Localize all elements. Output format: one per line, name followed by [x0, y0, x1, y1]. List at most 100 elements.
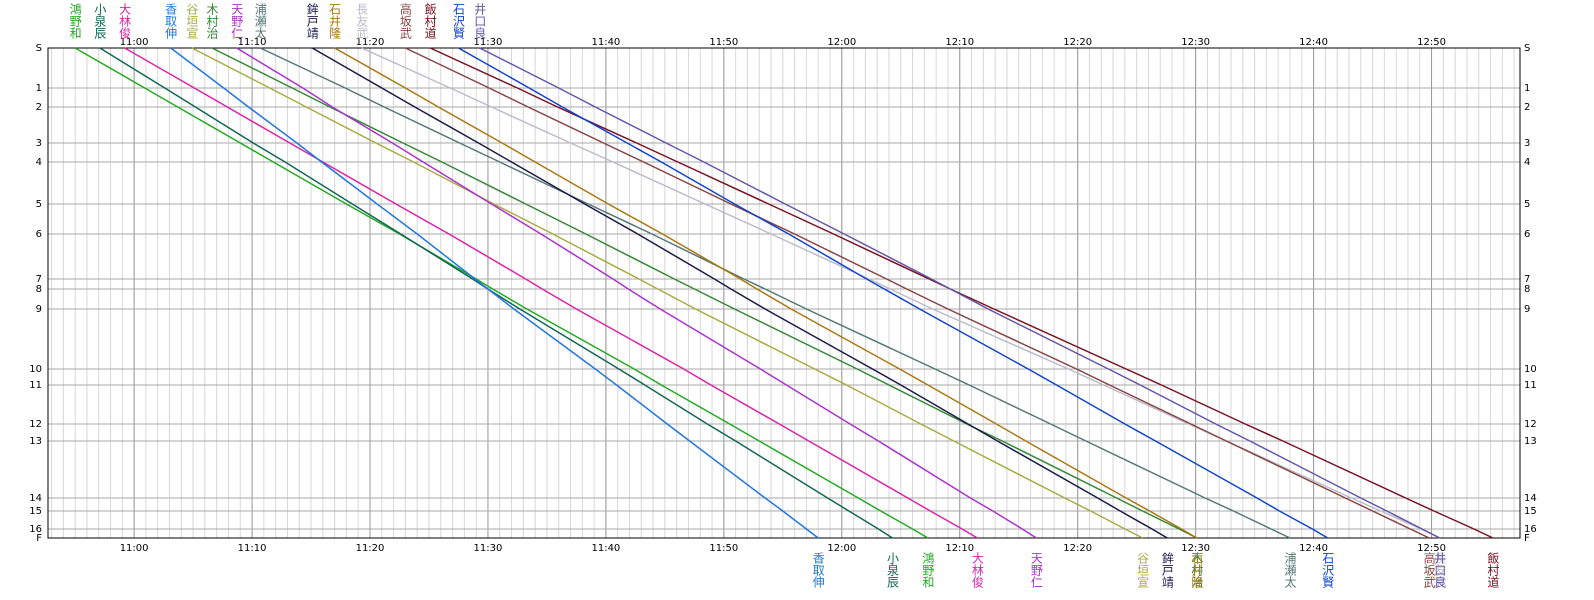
- y-tick-label: S: [36, 43, 42, 54]
- runner-label: 飯村道: [423, 3, 438, 39]
- runner-label: 石沢賢: [451, 3, 466, 39]
- y-tick-label: 13: [29, 436, 42, 447]
- y-tick-label: 5: [1524, 199, 1530, 210]
- x-tick-label: 11:20: [356, 37, 385, 48]
- runner-line: [124, 47, 978, 539]
- y-tick-label: 15: [29, 506, 42, 517]
- x-tick-label: 12:00: [827, 37, 856, 48]
- runner-label: 木村治: [204, 3, 219, 39]
- y-tick-label: 2: [1524, 102, 1530, 113]
- plot-frame: [47, 47, 1521, 539]
- y-tick-label: F: [36, 533, 42, 544]
- x-tick-label: 11:10: [238, 37, 267, 48]
- y-tick-label: 7: [36, 274, 42, 285]
- runner-line: [458, 47, 1329, 539]
- runner-label: 鉾戸靖: [1160, 552, 1175, 588]
- x-tick-label: 12:40: [1299, 543, 1328, 554]
- y-tick-label: 15: [1524, 506, 1537, 517]
- runner-label: 大林俊: [970, 552, 985, 588]
- x-tick-label: 11:50: [709, 37, 738, 48]
- y-tick-label: F: [1524, 533, 1530, 544]
- y-tick-label: 11: [29, 380, 42, 391]
- x-tick-label: 11:00: [120, 37, 149, 48]
- y-tick-label: 14: [29, 493, 42, 504]
- runner-line: [479, 47, 1441, 539]
- y-tick-label: 5: [36, 199, 42, 210]
- runner-line: [99, 47, 893, 539]
- runner-label: 長友武: [1432, 552, 1447, 588]
- y-tick-label: 9: [1524, 304, 1530, 315]
- x-tick-label: 11:30: [474, 37, 503, 48]
- runner-label: 木村治: [1189, 552, 1204, 588]
- y-tick-label: S: [1524, 43, 1530, 54]
- runner-label: 天野仁: [1029, 552, 1044, 588]
- x-tick-label: 11:10: [238, 543, 267, 554]
- x-tick-label: 11:40: [591, 543, 620, 554]
- runner-label: 浦瀬太: [1283, 552, 1297, 588]
- y-tick-label: 2: [36, 102, 42, 113]
- y-tick-label: 6: [36, 229, 42, 240]
- runner-label: 石井隆: [327, 3, 342, 39]
- y-tick-label: 14: [1524, 493, 1537, 504]
- x-tick-label: 12:30: [1181, 543, 1210, 554]
- runner-line: [259, 47, 1291, 539]
- x-tick-label: 11:30: [474, 543, 503, 554]
- runner-label: 天野仁: [229, 3, 244, 39]
- y-tick-label: 12: [29, 419, 42, 430]
- y-tick-label: 1: [36, 83, 42, 94]
- x-tick-label: 12:20: [1063, 37, 1092, 48]
- y-tick-label: 8: [1524, 284, 1530, 295]
- runner-label: 石井隆: [1189, 552, 1204, 588]
- runner-line: [334, 47, 1198, 539]
- runner-line: [74, 47, 929, 539]
- y-tick-label: 10: [1524, 364, 1537, 375]
- x-tick-label: 12:30: [1181, 37, 1210, 48]
- runner-label: 鴻野和: [920, 552, 935, 588]
- x-tick-label: 11:40: [591, 37, 620, 48]
- x-tick-label: 12:10: [945, 543, 974, 554]
- runner-label: 谷垣宣: [184, 3, 199, 39]
- y-tick-label: 3: [1524, 138, 1530, 149]
- x-tick-label: 12:50: [1417, 37, 1446, 48]
- y-tick-label: 3: [36, 138, 42, 149]
- runner-line: [429, 47, 1494, 539]
- y-tick-label: 4: [1524, 157, 1530, 168]
- x-tick-label: 12:50: [1417, 543, 1446, 554]
- x-tick-label: 11:00: [120, 543, 149, 554]
- x-tick-label: 12:10: [945, 37, 974, 48]
- y-tick-label: 1: [1524, 83, 1530, 94]
- y-tick-label: 16: [1524, 524, 1537, 535]
- y-tick-label: 13: [1524, 436, 1537, 447]
- y-tick-label: 8: [36, 284, 42, 295]
- runner-line: [311, 47, 1168, 539]
- x-tick-label: 12:20: [1063, 543, 1092, 554]
- runner-line: [405, 47, 1430, 539]
- runner-label: 谷垣宣: [1135, 552, 1150, 588]
- runner-label: 浦瀬太: [253, 3, 268, 39]
- y-tick-label: 6: [1524, 229, 1530, 240]
- runner-label: 大林俊: [117, 3, 132, 39]
- runner-label: 香取伸: [163, 3, 178, 39]
- runner-label: 石沢賢: [1320, 552, 1335, 588]
- runner-label: 高坂武: [398, 3, 413, 39]
- runner-label: 井口良: [472, 3, 487, 39]
- runner-label: 小泉辰: [92, 3, 107, 39]
- runner-label: 高坂武: [1422, 552, 1437, 588]
- x-tick-label: 11:20: [356, 543, 385, 554]
- y-tick-label: 12: [1524, 419, 1537, 430]
- y-tick-label: 7: [1524, 274, 1530, 285]
- runner-line: [361, 47, 1441, 539]
- runner-label: 鉾戸靖: [305, 3, 320, 39]
- runner-label: 長友武: [354, 3, 369, 39]
- y-tick-label: 16: [29, 524, 42, 535]
- x-tick-label: 12:40: [1299, 37, 1328, 48]
- y-tick-label: 9: [36, 304, 42, 315]
- runner-label: 井口良: [1432, 552, 1447, 588]
- y-tick-label: 10: [29, 364, 42, 375]
- runner-line: [170, 47, 819, 539]
- runner-line: [211, 47, 1198, 539]
- runner-label: 飯村道: [1485, 552, 1500, 588]
- runner-label: 小泉辰: [885, 552, 900, 588]
